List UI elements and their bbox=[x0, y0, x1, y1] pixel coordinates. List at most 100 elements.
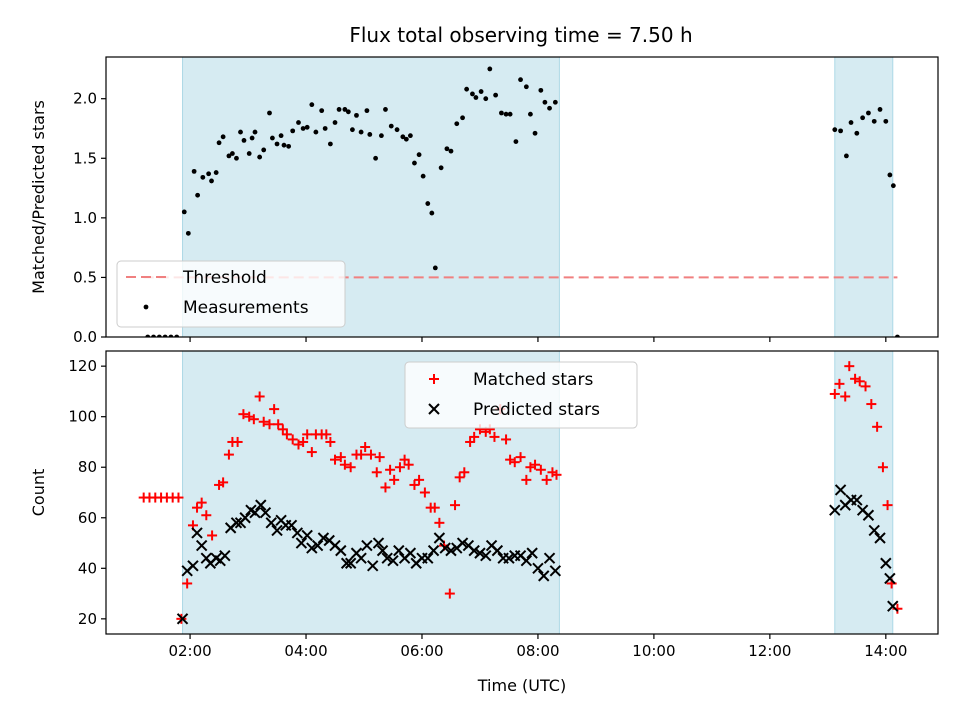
top-measurements-point bbox=[444, 146, 450, 152]
bottom-matched-stars-point bbox=[399, 454, 410, 465]
bottom-xtick-label: 12:00 bbox=[748, 642, 791, 660]
top-measurements-point bbox=[552, 99, 558, 105]
top-measurements-point bbox=[327, 141, 333, 147]
top-measurements-point bbox=[261, 147, 267, 153]
bottom-predicted-stars-point bbox=[874, 532, 886, 544]
bottom-matched-stars-point bbox=[389, 474, 400, 485]
top-measurements-point bbox=[238, 129, 243, 135]
top-measurements-point bbox=[388, 123, 394, 129]
top-measurements-point bbox=[249, 135, 255, 141]
bottom-matched-stars-point bbox=[469, 431, 480, 442]
top-measurements-point bbox=[336, 107, 342, 112]
bottom-predicted-stars-point bbox=[255, 499, 267, 511]
bottom-predicted-stars-point bbox=[306, 542, 318, 554]
chart-title: Flux total observing time = 7.50 h bbox=[349, 23, 692, 47]
legend-measurements-label: Measurements bbox=[183, 298, 309, 318]
bottom-predicted-stars-point bbox=[880, 557, 892, 569]
bottom-matched-stars-point bbox=[394, 462, 405, 473]
bottom-predicted-stars-point bbox=[520, 555, 533, 567]
top-measurements-point bbox=[185, 230, 191, 236]
top-measurements-point bbox=[866, 110, 871, 116]
bottom-panel-counts: 20 40 60 80 100 120 02:00 04:00 06:00 08:00 10:00 1… bbox=[29, 350, 939, 695]
top-measurements-point bbox=[181, 209, 187, 215]
bottom-matched-stars-point bbox=[444, 588, 455, 599]
bottom-matched-stars-point bbox=[223, 449, 234, 460]
bottom-matched-stars-point bbox=[489, 431, 500, 442]
top-measurements-point bbox=[367, 132, 373, 137]
bottom-predicted-stars-point bbox=[291, 527, 304, 539]
bottom-predicted-stars-point bbox=[376, 544, 389, 557]
bottom-predicted-stars-point bbox=[176, 613, 189, 625]
bottom-predicted-stars-point bbox=[191, 527, 203, 539]
top-measurements-point bbox=[547, 105, 552, 111]
legend-matched-label: Matched stars bbox=[473, 370, 593, 390]
top-axes-frame bbox=[105, 56, 939, 338]
top-measurements-point bbox=[832, 127, 838, 133]
legend-predicted-label: Predicted stars bbox=[473, 400, 600, 420]
top-measurements-point bbox=[487, 66, 493, 72]
bottom-matched-stars-point bbox=[459, 467, 470, 478]
bottom-predicted-stars-point bbox=[884, 572, 896, 585]
top-measurements-point bbox=[470, 91, 475, 97]
top-measurements-point bbox=[518, 77, 523, 83]
bottom-matched-stars-point bbox=[248, 414, 259, 425]
legend-predicted-swatch bbox=[428, 403, 440, 415]
top-measurements-point bbox=[412, 160, 417, 166]
top-measurements-point bbox=[234, 155, 239, 161]
top-measurements-point bbox=[877, 107, 883, 112]
top-measurements-point bbox=[296, 120, 301, 125]
bottom-matched-stars-point bbox=[365, 449, 376, 460]
top-measurements-point bbox=[464, 86, 470, 92]
bottom-matched-stars-point bbox=[281, 429, 292, 440]
top-measurements-point bbox=[407, 133, 413, 139]
bottom-matched-stars-point bbox=[238, 409, 249, 420]
top-y-axis-label: Matched/Predicted stars bbox=[29, 100, 48, 294]
bottom-matched-stars-point bbox=[325, 436, 336, 447]
top-measurements-point bbox=[871, 118, 877, 124]
top-measurements-point bbox=[270, 135, 275, 141]
top-measurements-point bbox=[843, 153, 849, 159]
bottom-matched-stars-point bbox=[454, 472, 465, 483]
bottom-xtick-label: 10:00 bbox=[632, 642, 675, 660]
bottom-matched-stars-point bbox=[196, 497, 207, 508]
legend-threshold-label: Threshold bbox=[182, 268, 267, 288]
bottom-matched-stars-point bbox=[501, 434, 512, 445]
bottom-matched-stars-point bbox=[877, 462, 888, 473]
bottom-predicted-stars-point bbox=[468, 544, 480, 557]
top-legend: Threshold Measurements bbox=[116, 260, 346, 328]
bottom-matched-stars-point bbox=[854, 376, 865, 387]
top-measurements-point bbox=[220, 134, 226, 140]
bottom-xtick-label: 04:00 bbox=[284, 642, 327, 660]
top-measurements-point bbox=[379, 133, 384, 139]
top-measurements-point bbox=[191, 168, 197, 174]
bottom-ytick-label: 40 bbox=[78, 559, 97, 577]
bottom-predicted-stars-point bbox=[366, 560, 379, 572]
bottom-matched-stars-point bbox=[182, 578, 193, 589]
bottom-matched-stars-point bbox=[173, 492, 184, 503]
bottom-ytick-label: 120 bbox=[68, 357, 97, 375]
legend-measurements-swatch bbox=[143, 304, 149, 310]
bottom-predicted-stars-point bbox=[549, 565, 562, 577]
bottom-matched-stars-point bbox=[551, 469, 562, 480]
bottom-legend: Matched stars Predicted stars bbox=[404, 361, 638, 429]
bottom-matched-stars-point bbox=[192, 502, 203, 513]
bottom-ytick-label: 80 bbox=[78, 458, 97, 476]
bottom-xtick-label: 08:00 bbox=[516, 642, 559, 660]
top-measurements-point bbox=[373, 155, 379, 161]
bottom-matched-stars-point bbox=[360, 442, 371, 453]
top-measurements-point bbox=[216, 140, 222, 146]
bottom-predicted-stars-point bbox=[439, 542, 451, 554]
bottom-matched-stars-point bbox=[840, 391, 851, 402]
top-measurements-point bbox=[416, 152, 422, 158]
bottom-matched-stars-point bbox=[374, 452, 385, 463]
bottom-predicted-stars-point bbox=[887, 600, 899, 612]
legend-matched-swatch bbox=[429, 374, 439, 384]
top-measurements-point bbox=[438, 165, 444, 171]
top-ytick-label: 1.0 bbox=[73, 209, 97, 227]
top-measurements-point bbox=[252, 129, 258, 135]
top-measurements-point bbox=[429, 210, 435, 216]
top-measurements-point bbox=[383, 107, 388, 112]
bottom-predicted-stars-point bbox=[503, 552, 515, 564]
top-measurements-point bbox=[499, 110, 504, 116]
